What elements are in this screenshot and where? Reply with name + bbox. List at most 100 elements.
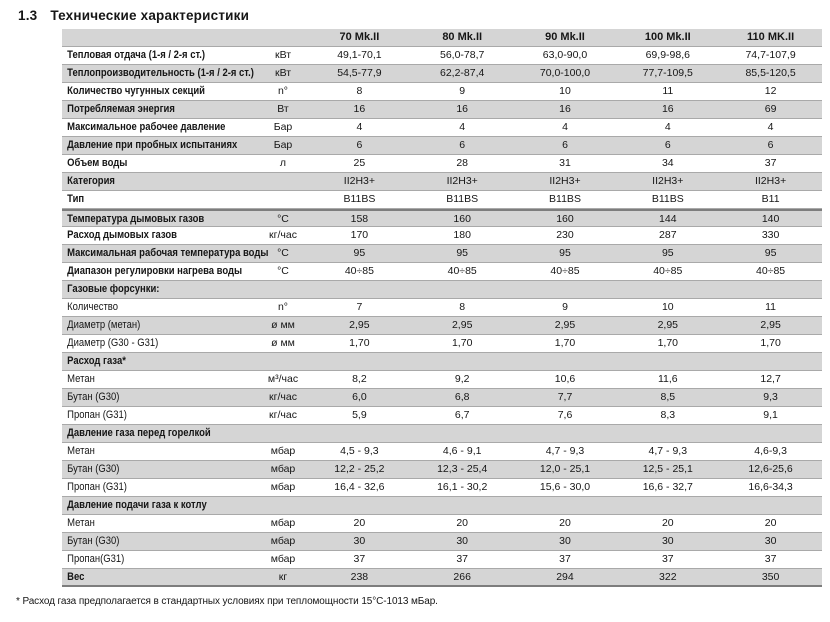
row-unit: л xyxy=(279,157,287,169)
cell-value: 37 xyxy=(764,157,777,169)
cell-value: 160 xyxy=(453,213,471,225)
table-row: Диаметр (G30 - G31) ø мм 1,70 1,70 1,70 1,70 1… xyxy=(62,335,822,353)
row-unit: кВт xyxy=(274,49,292,61)
cell-value: 20 xyxy=(353,517,366,529)
table-row: Тип B11BS B11BS B11BS B11BS B11 xyxy=(62,191,822,209)
cell-value: 2,95 xyxy=(349,319,370,331)
row-label: Количество xyxy=(67,301,118,313)
row-label: Диаметр (метан) xyxy=(67,319,141,331)
cell-value: 16 xyxy=(456,103,469,115)
cell-value: 4,5 - 9,3 xyxy=(340,445,379,457)
cell-value: 266 xyxy=(453,571,471,583)
cell-value: 49,1-70,1 xyxy=(337,49,382,61)
table-corner xyxy=(62,29,231,46)
table-row: Теплопроизводительность (1-я / 2-я ст.) к… xyxy=(62,65,822,83)
cell-value: 180 xyxy=(453,229,471,241)
table-row: Бутан (G30) мбар 30 30 30 30 30 xyxy=(62,533,822,551)
cell-value: B11BS xyxy=(549,193,581,205)
cell-value: 10,6 xyxy=(554,373,576,385)
section-row: Давление газа перед горелкой xyxy=(62,425,822,443)
row-label: Категория xyxy=(67,175,115,187)
cell-value: 30 xyxy=(456,535,469,547)
row-unit: мбар xyxy=(270,517,296,529)
cell-value: 40÷85 xyxy=(344,265,374,277)
cell-value: 6 xyxy=(664,139,671,151)
cell-value: II2H3+ xyxy=(754,175,787,187)
cell-value: 20 xyxy=(559,517,571,529)
cell-value: II2H3+ xyxy=(343,175,376,187)
table-row: Диапазон регулировки нагрева воды °C 40÷85… xyxy=(62,263,822,281)
cell-value: 9 xyxy=(459,85,466,97)
row-unit: кг/час xyxy=(269,409,297,421)
cell-value: 37 xyxy=(661,553,674,565)
cell-value: 1,70 xyxy=(760,337,781,349)
cell-value: 69,9-98,6 xyxy=(645,49,690,61)
cell-value: 7,7 xyxy=(557,391,573,403)
table-row: Количество n° 7 8 9 10 11 xyxy=(62,299,822,317)
row-label: Максимальное рабочее давление xyxy=(67,121,226,133)
cell-value: 56,0-78,7 xyxy=(440,49,485,61)
cell-value: 34 xyxy=(661,157,674,169)
cell-value: 6,8 xyxy=(454,391,470,403)
cell-value: 10 xyxy=(661,301,674,313)
table-header-row: 70 Mk.II 80 Mk.II 90 Mk.II 100 Mk.II 110 MK.… xyxy=(62,29,822,47)
row-unit: n° xyxy=(277,85,289,97)
cell-value: 37 xyxy=(764,553,777,565)
cell-value: 4,6 - 9,1 xyxy=(442,445,482,457)
column-header: 110 MK.II xyxy=(747,31,795,43)
cell-value: 40÷85 xyxy=(447,265,477,277)
cell-value: B11BS xyxy=(651,193,684,205)
row-unit: мбар xyxy=(270,445,296,457)
cell-value: 30 xyxy=(353,535,366,547)
cell-value: 230 xyxy=(556,229,574,241)
row-unit: ø мм xyxy=(271,319,295,331)
cell-value: 287 xyxy=(659,229,677,241)
cell-value: 95 xyxy=(661,247,674,259)
row-unit: ø мм xyxy=(271,337,295,349)
cell-value: 95 xyxy=(764,247,777,259)
table-row: Расход дымовых газов кг/час 170 180 230 287 33… xyxy=(62,227,822,245)
cell-value: 144 xyxy=(659,213,677,225)
table-row: Пропан(G31) мбар 37 37 37 37 37 xyxy=(62,551,822,569)
cell-value: 77,7-109,5 xyxy=(642,67,693,79)
cell-value: 30 xyxy=(661,535,674,547)
cell-value: 5,9 xyxy=(352,409,367,421)
table-row: Диаметр (метан) ø мм 2,95 2,95 2,95 2,95 2,95 xyxy=(62,317,822,335)
table-row: Давление при пробных испытаниях Бар 6 6 6 6 6 xyxy=(62,137,822,155)
cell-value: 95 xyxy=(456,247,469,259)
cell-value: 4,7 - 9,3 xyxy=(648,445,688,457)
row-unit: Бар xyxy=(273,121,293,133)
cell-value: 37 xyxy=(559,553,571,565)
cell-value: 11 xyxy=(662,85,674,97)
section-label: Газовые форсунки: xyxy=(67,283,160,295)
specifications-table: 70 Mk.II 80 Mk.II 90 Mk.II 100 Mk.II 110 MK.… xyxy=(62,29,822,587)
row-label: Диаметр (G30 - G31) xyxy=(67,337,159,349)
cell-value: 158 xyxy=(350,213,369,225)
row-label: Тип xyxy=(67,193,85,205)
row-unit: мбар xyxy=(270,553,296,565)
row-label: Тепловая отдача (1-я / 2-я ст.) xyxy=(67,49,206,61)
cell-value: 9 xyxy=(562,301,568,313)
cell-value: 16,4 - 32,6 xyxy=(334,481,385,493)
cell-value: 1,70 xyxy=(451,337,473,349)
row-unit: Бар xyxy=(273,139,293,151)
row-label: Объем воды xyxy=(67,157,128,169)
row-unit xyxy=(258,191,308,208)
cell-value: 4,6-9,3 xyxy=(754,445,787,457)
cell-value: 4 xyxy=(459,121,466,133)
cell-value: 4 xyxy=(767,121,774,133)
cell-value: 9,2 xyxy=(454,373,470,385)
footnote: * Расход газа предполагается в стандартн… xyxy=(16,596,438,607)
row-unit: °C xyxy=(277,247,289,259)
row-unit: мбар xyxy=(270,481,296,493)
cell-value: 4 xyxy=(664,121,671,133)
table-row: Максимальная рабочая температура воды °C 9… xyxy=(62,245,822,263)
cell-value: B11BS xyxy=(446,193,479,205)
table-row: Температура дымовых газов °C 158 160 160 144 1… xyxy=(62,209,822,227)
cell-value: 350 xyxy=(761,571,780,583)
cell-value: 54,5-77,9 xyxy=(337,67,382,79)
cell-value: 95 xyxy=(559,247,571,259)
cell-value: 6 xyxy=(767,139,774,151)
cell-value: 40÷85 xyxy=(550,265,580,277)
table-row: Категория II2H3+ II2H3+ II2H3+ II2H3+ II2H3+ xyxy=(62,173,822,191)
